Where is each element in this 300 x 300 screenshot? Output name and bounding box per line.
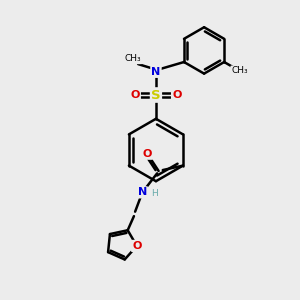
Text: O: O bbox=[172, 90, 182, 100]
Text: O: O bbox=[130, 90, 140, 100]
Text: H: H bbox=[152, 189, 158, 198]
Text: O: O bbox=[142, 149, 152, 159]
Text: N: N bbox=[138, 188, 147, 197]
Text: N: N bbox=[151, 67, 160, 77]
Text: CH₃: CH₃ bbox=[125, 54, 141, 63]
Text: S: S bbox=[151, 88, 161, 101]
Text: O: O bbox=[132, 241, 142, 251]
Text: CH₃: CH₃ bbox=[231, 66, 248, 75]
